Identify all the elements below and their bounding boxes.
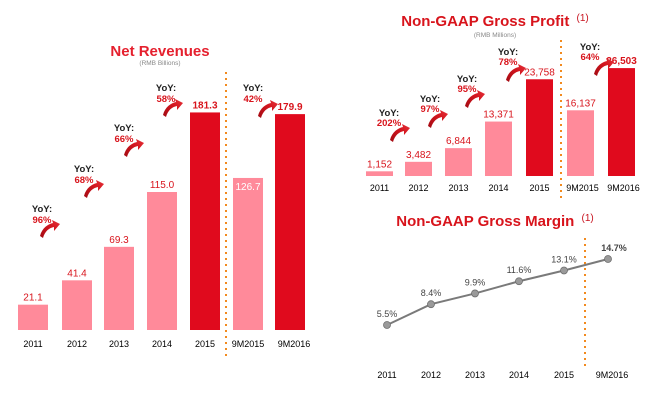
net-revenues-category-2014: 2014 [152,339,172,349]
gross-profit-yoy-value-0: 202% [377,118,402,129]
gross-profit-bar-2015 [526,79,553,176]
gross-margin-line [386,258,609,326]
net-revenues-category-2011: 2011 [23,339,42,349]
gross-profit-category-2014: 2014 [488,183,508,193]
gross-margin-value-2015: 13.1% [551,254,577,264]
gross-profit-value-2011: 1,152 [367,159,392,170]
gross-margin-point-9M2016 [604,255,612,263]
gross-profit-category-9M2015: 9M2015 [566,183,599,193]
gross-profit-category-2015: 2015 [529,183,549,193]
gross-profit-bar-2011 [366,171,393,176]
net-revenues-value-9M2016: 179.9 [277,102,302,113]
gross-profit-category-9M2016: 9M2016 [607,183,640,193]
net-revenues-value-2015: 181.3 [192,100,217,111]
gross-profit-title: Non-GAAP Gross Profit (1) [401,13,588,30]
gross-margin-title-text: Non-GAAP Gross Margin [396,213,574,230]
gross-profit-yoy-label-2: YoY: [457,74,477,85]
gross-profit-bar-2014 [485,121,512,176]
gross-margin-value-2013: 9.9% [465,277,486,287]
net-revenues-bar-2011 [18,304,48,330]
gross-profit-footnote: (1) [577,13,589,24]
gross-margin-category-2012: 2012 [421,370,441,380]
net-revenues-bar-2014 [147,192,177,330]
gross-profit-value-2015: 23,758 [524,67,555,78]
gross-profit-yoy-value-1: 97% [420,104,440,115]
gross-profit-value-9M2015: 16,137 [565,98,596,109]
gross-margin-point-2012 [427,300,435,309]
net-revenues-category-2015: 2015 [195,339,215,349]
net-revenues-yoy-value-4: 42% [243,94,263,105]
gross-profit-bar-9M2016 [608,68,635,176]
gross-margin-point-2013 [471,289,479,298]
gross-profit-category-2013: 2013 [448,183,468,193]
net-revenues-bar-2013 [104,246,134,330]
net-revenues-category-2013: 2013 [109,339,129,349]
gross-margin-value-9M2016: 14.7% [601,243,627,253]
gross-profit-yoy-value-2: 95% [457,84,477,95]
net-revenues-value-2012: 41.4 [67,268,87,279]
net-revenues-yoy-label-0: YoY: [32,204,52,215]
net-revenues-yoy-value-2: 66% [114,134,134,145]
gross-profit-bar-2013 [445,148,472,176]
gross-margin-category-2014: 2014 [509,370,529,380]
gross-profit-yoy-value-4: 64% [580,52,600,63]
gross-profit-value-2013: 6,844 [446,136,471,147]
net-revenues-bar-2015 [190,112,220,330]
gross-profit-value-9M2016: 26,503 [606,56,637,67]
gross-margin-value-2014: 11.6% [507,265,532,275]
gross-margin-point-2014 [515,277,523,286]
gross-margin-value-2011: 5.5% [377,309,398,319]
net-revenues-value-2011: 21.1 [23,293,43,304]
net-revenues-yoy-label-1: YoY: [74,164,94,175]
gross-profit-chart: Non-GAAP Gross Profit (1) (RMB Millions)… [366,13,640,200]
gross-margin-footnote: (1) [582,213,594,224]
net-revenues-value-2014: 115.0 [150,180,175,191]
gross-margin-category-2015: 2015 [554,370,574,380]
net-revenues-bar-9M2015 [233,177,263,330]
gross-margin-chart: Non-GAAP Gross Margin (1) 5.5% 2011 8.4% 20… [377,213,629,380]
net-revenues-bar-9M2016 [275,114,305,331]
gross-profit-yoy-label-1: YoY: [420,94,440,105]
net-revenues-value-2013: 69.3 [109,235,129,246]
net-revenues-chart: Net Revenues (RMB Billions) 21.1 2011 41.4… [18,43,310,356]
net-revenues-yoy-label-3: YoY: [156,83,176,94]
net-revenues-title: Net Revenues [110,43,209,60]
gross-margin-category-9M2016: 9M2016 [596,370,629,380]
gross-margin-category-2011: 2011 [377,370,396,380]
net-revenues-category-9M2016: 9M2016 [278,339,311,349]
gross-profit-category-2012: 2012 [408,183,428,193]
gross-profit-title-text: Non-GAAP Gross Profit [401,13,569,30]
net-revenues-category-9M2015: 9M2015 [232,339,265,349]
gross-margin-value-2012: 8.4% [421,288,442,298]
net-revenues-yoy-label-4: YoY: [243,83,263,94]
net-revenues-yoy-value-0: 96% [32,215,52,226]
net-revenues-category-2012: 2012 [67,339,87,349]
gross-margin-point-2015 [560,266,568,275]
gross-profit-value-2014: 13,371 [483,110,514,121]
net-revenues-value-9M2015: 126.7 [235,182,260,193]
net-revenues-bar-2012 [62,280,92,330]
gross-profit-bar-9M2015 [567,110,594,176]
gross-margin-point-2011 [383,321,391,329]
gross-profit-unit: (RMB Millions) [474,32,516,39]
gross-profit-yoy-label-3: YoY: [498,47,518,58]
gross-profit-yoy-label-4: YoY: [580,42,600,53]
gross-profit-category-2011: 2011 [370,183,389,193]
net-revenues-yoy-label-2: YoY: [114,123,134,134]
net-revenues-yoy-value-3: 58% [156,94,176,105]
gross-margin-title: Non-GAAP Gross Margin (1) [396,213,593,230]
gross-profit-yoy-value-3: 78% [498,57,518,68]
gross-profit-yoy-label-0: YoY: [379,108,399,119]
net-revenues-yoy-value-1: 68% [74,175,94,186]
gross-margin-category-2013: 2013 [465,370,485,380]
gross-profit-bar-2012 [405,161,432,176]
gross-profit-value-2012: 3,482 [406,150,431,161]
net-revenues-unit: (RMB Billions) [139,60,180,67]
